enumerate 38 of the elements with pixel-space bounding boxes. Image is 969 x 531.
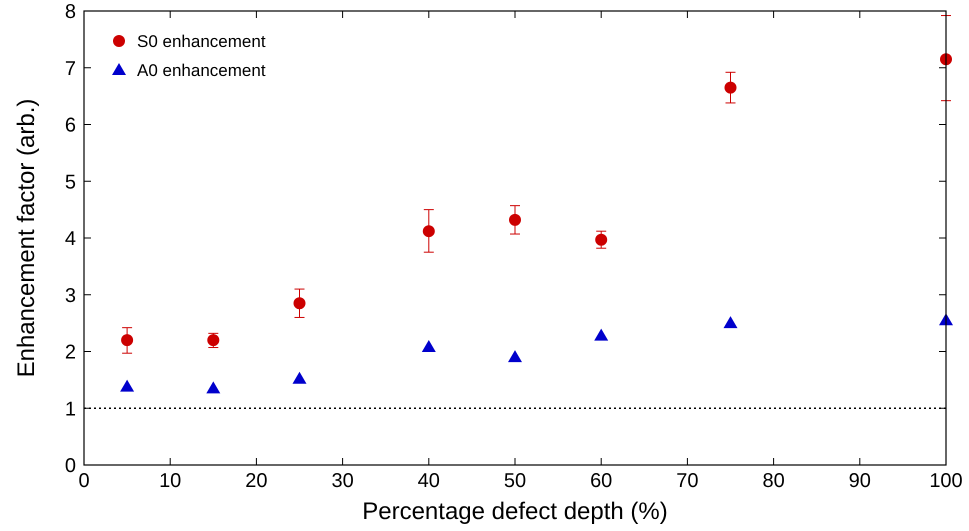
x-tick-label: 20 [245, 470, 268, 492]
y-tick-label: 4 [64, 228, 76, 250]
y-tick-label: 1 [64, 398, 76, 420]
y-tick-label: 7 [64, 58, 76, 80]
y-tick-label: 0 [64, 455, 76, 477]
point [206, 381, 220, 394]
point [422, 225, 435, 238]
point [121, 334, 134, 346]
y-axis-title: Enhancement factor (arb.) [13, 98, 40, 378]
legend-label: A0 enhancement [137, 61, 266, 80]
point [292, 372, 306, 384]
point [508, 350, 522, 362]
point [940, 53, 952, 66]
x-tick-label: 60 [590, 470, 612, 492]
y-tick-label: 2 [64, 342, 76, 364]
point [724, 316, 738, 328]
point [422, 340, 436, 352]
x-tick-label: 90 [848, 470, 871, 492]
point [595, 234, 608, 246]
x-tick-label: 0 [78, 470, 90, 492]
point [594, 328, 608, 341]
point [724, 82, 736, 94]
x-tick-label: 70 [676, 470, 699, 492]
point [120, 380, 134, 392]
x-tick-label: 30 [331, 470, 354, 492]
x-axis-title: Percentage defect depth (%) [362, 498, 668, 525]
y-tick-label: 8 [64, 1, 76, 23]
x-tick-label: 10 [159, 470, 182, 492]
point [509, 214, 521, 226]
x-tick-label: 40 [418, 470, 440, 492]
y-tick-label: 3 [64, 284, 76, 307]
point [294, 297, 306, 310]
x-tick-label: 50 [504, 470, 526, 492]
legend-label: S0 enhancement [137, 32, 266, 51]
x-tick-label: 100 [929, 470, 963, 492]
x-tick-label: 80 [762, 470, 785, 492]
y-tick-label: 5 [64, 171, 76, 194]
y-tick-label: 6 [64, 114, 76, 136]
